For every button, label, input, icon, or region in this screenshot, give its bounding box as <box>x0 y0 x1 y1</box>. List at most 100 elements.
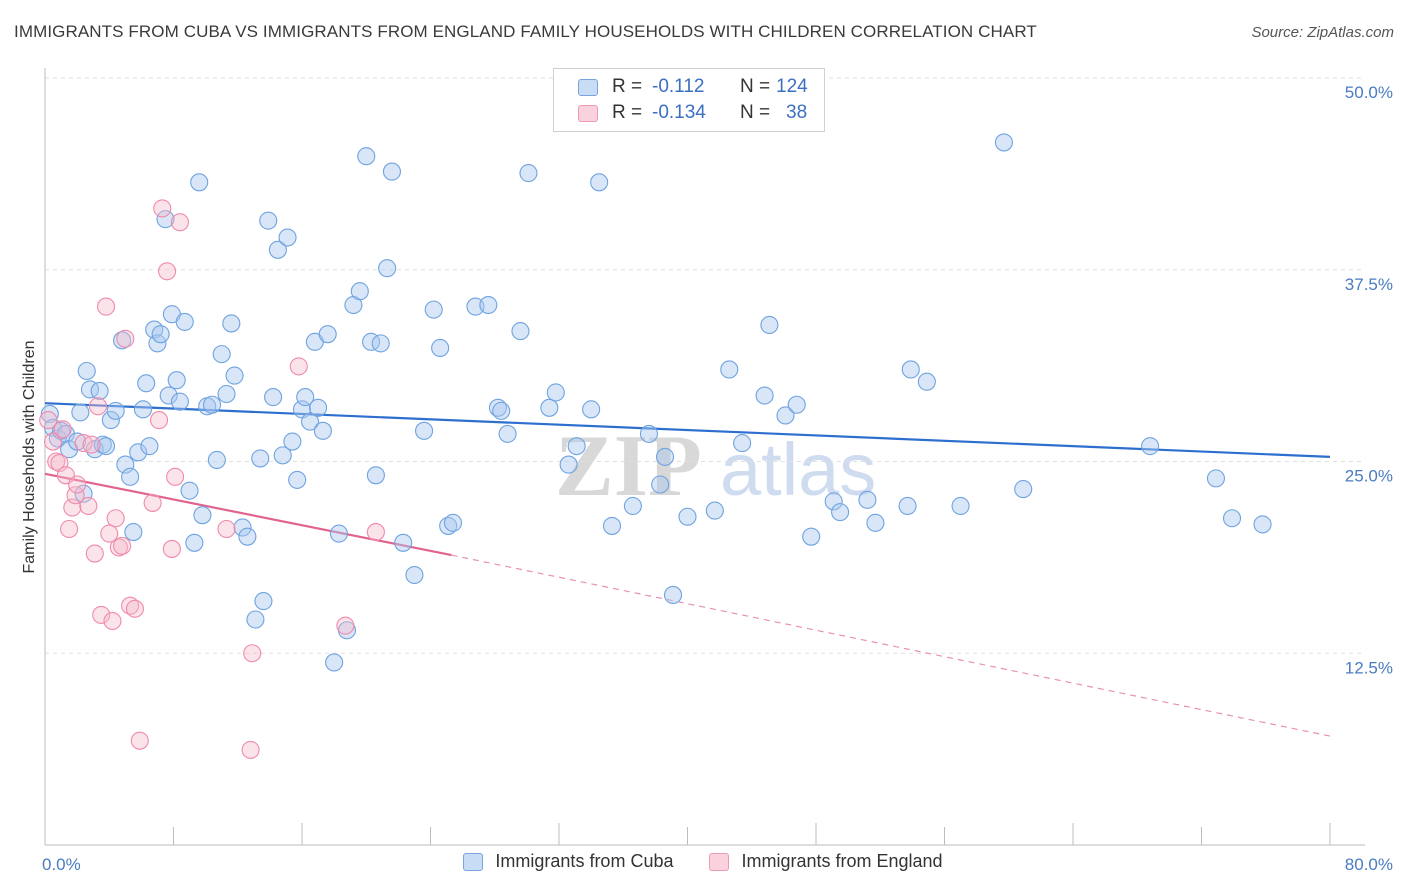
cuba-point <box>760 315 779 335</box>
cuba-point <box>366 466 385 485</box>
cuba-point <box>296 388 315 407</box>
cuba-point <box>329 524 348 543</box>
cuba-point <box>546 383 565 402</box>
england-point <box>336 616 355 635</box>
cuba-point <box>129 443 148 462</box>
england-point <box>162 539 181 558</box>
cuba-point <box>151 325 170 344</box>
cuba-point <box>755 386 774 405</box>
cuba-point <box>663 585 683 605</box>
cuba-point <box>824 492 843 511</box>
cuba-point <box>222 314 241 333</box>
cuba-point <box>582 400 601 419</box>
series-label-england: Immigrants from England <box>741 851 943 871</box>
cuba-point <box>639 424 659 443</box>
cuba-point <box>720 360 739 379</box>
england-trend-line <box>44 472 452 557</box>
cuba-point <box>175 312 194 331</box>
cuba-point <box>207 450 226 470</box>
cuba-point <box>378 259 397 278</box>
legend-row-england: R = -0.134 N = 38 <box>578 100 807 126</box>
cuba-point <box>590 173 609 192</box>
x-tick-label: 80.0% <box>1345 855 1393 874</box>
cuba-point <box>917 372 936 391</box>
england-point <box>47 452 66 471</box>
england-point <box>121 596 140 615</box>
legend-n-value: 124 <box>776 76 808 97</box>
cuba-point <box>268 240 287 259</box>
cuba-point <box>309 398 328 417</box>
grid-lines <box>45 77 1365 654</box>
england-point <box>366 523 385 542</box>
cuba-point <box>113 331 132 350</box>
cuba-point <box>651 475 670 494</box>
england-point <box>100 524 119 543</box>
cuba-point <box>278 228 297 247</box>
cuba-point <box>288 470 307 489</box>
england-point <box>82 435 101 454</box>
cuba-point <box>180 481 199 500</box>
england-point <box>103 611 122 631</box>
cuba-point <box>382 162 402 181</box>
cuba-point <box>159 386 178 405</box>
cuba-point <box>251 449 270 468</box>
cuba-point <box>733 434 752 453</box>
cuba-point <box>121 467 140 486</box>
cuba-point <box>106 401 125 420</box>
england-point <box>96 297 116 316</box>
cuba-trend-line <box>44 402 1331 458</box>
cuba-point <box>498 424 517 443</box>
cuba-point <box>203 395 222 414</box>
cuba-point <box>858 490 877 509</box>
legend-n-label: N = <box>740 102 771 123</box>
england-point <box>241 740 260 759</box>
england-point <box>79 496 98 516</box>
cuba-point <box>994 133 1013 152</box>
cuba-point <box>193 506 212 525</box>
series-legend-cuba: Immigrants from Cuba <box>463 851 673 872</box>
watermark-atlas: atlas <box>720 428 876 511</box>
england-point <box>166 467 185 486</box>
cuba-point <box>246 610 265 629</box>
cuba-point <box>170 392 189 411</box>
cuba-point <box>439 516 458 535</box>
cuba-point <box>1206 469 1226 488</box>
series-swatch-cuba <box>463 852 484 871</box>
cuba-point <box>479 295 498 315</box>
england-point <box>88 397 108 416</box>
cuba-point <box>259 211 278 230</box>
cuba-point <box>415 421 434 440</box>
cuba-point <box>787 395 806 414</box>
cuba-point <box>254 592 273 611</box>
england-point <box>153 199 172 218</box>
cuba-point <box>145 320 164 339</box>
cuba-point <box>190 173 209 192</box>
cuba-point <box>71 403 90 422</box>
cuba-point <box>140 437 159 456</box>
england-trend-extension <box>451 554 1331 737</box>
cuba-point <box>101 411 120 430</box>
y-axis-label: Family Households with Children <box>21 341 38 574</box>
england-point <box>43 432 63 451</box>
cuba-point <box>901 360 920 379</box>
legend-swatch-cuba <box>578 78 598 96</box>
cuba-point <box>540 398 559 417</box>
y-tick-label: 50.0% <box>1345 83 1393 102</box>
england-point <box>170 213 189 232</box>
cuba-point <box>68 432 87 451</box>
england-point <box>113 536 132 555</box>
trend-lines <box>44 402 1331 737</box>
cuba-point <box>511 322 530 341</box>
cuba-point <box>602 516 622 535</box>
cuba-point <box>318 325 337 344</box>
cuba-point <box>678 507 697 526</box>
tick-labels: 12.5% 25.0% 37.5% 50.0% 0.0% 80.0% <box>42 83 1393 874</box>
england-point <box>217 519 236 539</box>
x-tick-label: 0.0% <box>42 855 81 874</box>
cuba-point <box>313 421 332 440</box>
england-point <box>39 411 58 430</box>
england-point <box>60 519 79 539</box>
cuba-point <box>264 388 283 407</box>
cuba-point <box>167 371 186 390</box>
